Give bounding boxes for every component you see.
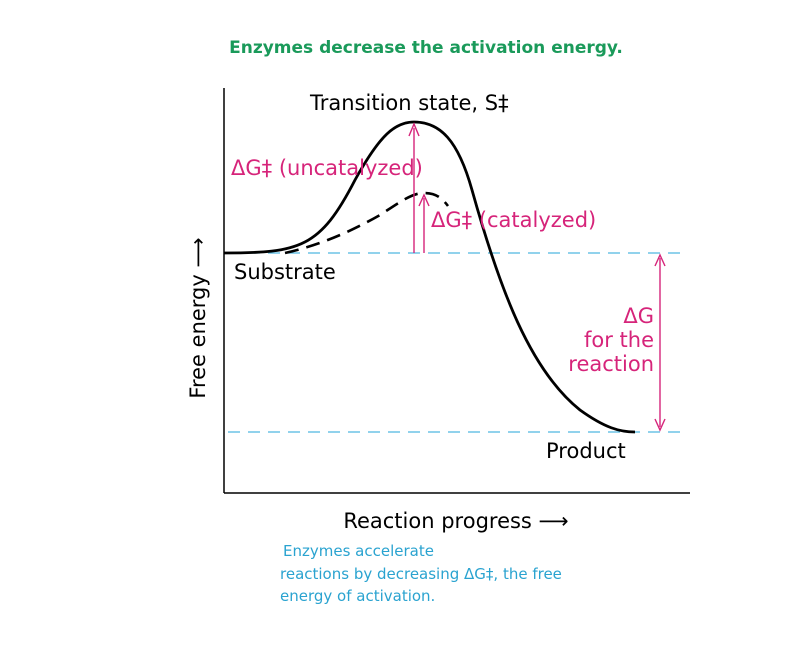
- transition-state-label: Transition state, S‡: [309, 91, 509, 115]
- dg-reaction-arrowhead-top: [654, 253, 666, 267]
- y-axis-label: Free energy ⟶: [186, 237, 210, 398]
- uncatalyzed-curve: [223, 120, 636, 434]
- dg-catalyzed-arrowhead: [418, 193, 430, 207]
- caption-line2: reactions by decreasing ΔG‡, the free: [280, 565, 562, 583]
- dg-reaction-label-line1: ΔG: [623, 304, 654, 328]
- substrate-label: Substrate: [234, 260, 336, 284]
- dg-reaction-arrowhead-bottom: [654, 418, 666, 432]
- dg-uncatalyzed-arrowhead: [408, 122, 420, 137]
- dg-reaction-label-line2: for the: [584, 328, 654, 352]
- dg-reaction-label-line3: reaction: [568, 352, 654, 376]
- x-axis-label: Reaction progress ⟶: [343, 509, 568, 533]
- dg-catalyzed-label: ΔG‡ (catalyzed): [431, 208, 596, 232]
- caption-line1: Enzymes accelerate: [283, 542, 434, 560]
- product-label: Product: [546, 439, 626, 463]
- caption-line3: energy of activation.: [280, 587, 435, 605]
- diagram-title: Enzymes decrease the activation energy.: [229, 38, 623, 58]
- dg-uncatalyzed-label: ΔG‡ (uncatalyzed): [231, 156, 423, 180]
- catalyzed-curve: [284, 191, 450, 255]
